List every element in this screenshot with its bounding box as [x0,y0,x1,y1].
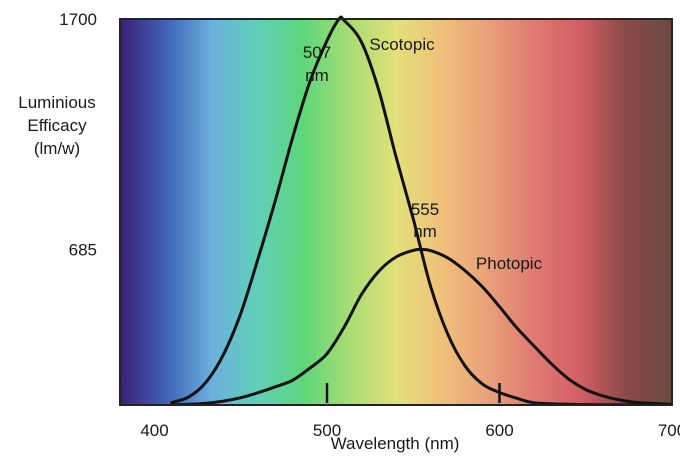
peak-label-scotopic: nm [305,66,329,85]
y-axis-label-line: (lm/w) [34,139,80,158]
x-tick-label: 600 [485,421,513,440]
series-label-photopic: Photopic [476,254,543,273]
curve-photopic [170,247,672,405]
series-label-scotopic: Scotopic [369,35,435,54]
x-tick-label: 500 [313,421,341,440]
plot-frame [119,18,673,406]
y-axis-label-line: Luminious [18,93,96,112]
peak-label-scotopic: 507 [303,43,331,62]
y-tick-label: 685 [69,240,97,259]
spectrum-background [120,19,672,405]
y-tick-label: 1700 [59,10,97,29]
peak-label-photopic: 555 [411,200,439,219]
x-tick-label: 700 [658,421,680,440]
x-tick-label: 400 [140,421,168,440]
x-axis-label: Wavelength (nm) [331,434,460,453]
peak-label-photopic: nm [413,222,437,241]
y-axis-label-line: Efficacy [27,116,87,135]
curve-scotopic [170,15,672,405]
